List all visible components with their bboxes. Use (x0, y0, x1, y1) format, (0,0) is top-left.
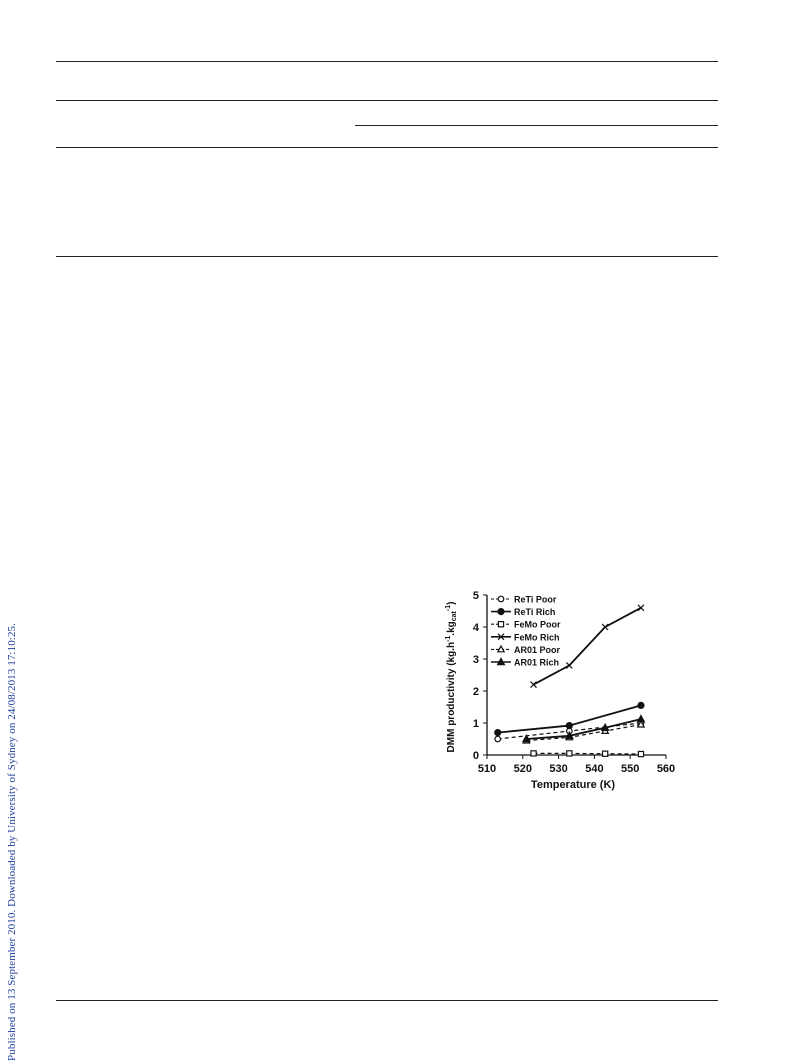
legend-marker-femo-rich (497, 633, 505, 641)
data-point-reti-rich (494, 729, 502, 737)
data-point-femo-poor (530, 750, 537, 757)
data-point-reti-rich (565, 721, 573, 730)
legend-label-ar01-rich: AR01 Rich (514, 658, 559, 668)
data-point-femo-rich (637, 604, 645, 612)
legend-marker-femo-poor (497, 620, 505, 628)
series-line-femo-poor (533, 752, 641, 755)
data-point-ar01-rich (564, 730, 574, 739)
data-point-femo-poor (601, 750, 609, 757)
y-tick-label: 5 (473, 590, 479, 602)
data-point-ar01-rich (521, 734, 531, 743)
legend-label-femo-rich: FeMo Rich (514, 632, 560, 642)
x-tick-label: 550 (621, 763, 639, 775)
y-axis-label-end: ) (446, 602, 457, 605)
data-point-ar01-poor (636, 719, 646, 728)
axis-ticks: 510 520 530 540 550 560 0 1 2 3 4 5 (473, 590, 675, 775)
legend-label-reti-rich: ReTi Rich (514, 607, 555, 617)
legend-label-ar01-poor: AR01 Poor (514, 645, 561, 655)
y-tick-label: 3 (473, 654, 479, 666)
y-axis-label-main: DMM productivity (kg.h (446, 642, 457, 753)
table-header-rule (56, 100, 718, 101)
y-axis-label-sub: cat (451, 610, 458, 621)
x-tick-label: 560 (657, 763, 675, 775)
y-tick-label: 2 (473, 686, 479, 698)
x-axis-label: Temperature (K) (531, 779, 615, 791)
y-tick-label: 0 (473, 750, 479, 762)
series-line-ar01-rich (526, 718, 642, 740)
footer-rule (56, 1000, 718, 1001)
legend-marker-reti-rich (497, 608, 505, 616)
data-point-reti-poor (494, 735, 502, 743)
x-tick-label: 510 (478, 763, 496, 775)
y-tick-label: 1 (473, 718, 479, 730)
table-subheader-rule (355, 125, 718, 126)
series-line-ar01-poor (526, 724, 642, 742)
x-tick-label: 540 (585, 763, 603, 775)
series-markers (494, 604, 646, 758)
legend: ReTi Poor ReTi Rich FeMo Poor FeMo Rich AR01… (491, 595, 561, 668)
y-axis-label-sup2: -1 (445, 605, 452, 611)
y-axis-label: DMM productivity (kg.h-1.kgcat-1) (445, 602, 458, 753)
download-watermark: Published on 13 September 2010. Download… (6, 623, 18, 1061)
legend-marker-ar01-poor (496, 644, 506, 653)
table-column-rule (56, 147, 718, 148)
data-point-femo-rich (601, 623, 609, 631)
data-point-femo-poor (566, 750, 573, 757)
table-bottom-rule (56, 256, 718, 257)
series-line-femo-rich (533, 607, 642, 686)
y-tick-label: 4 (473, 622, 480, 634)
legend-marker-ar01-rich (496, 657, 506, 666)
plot-area: 510 520 530 540 550 560 0 1 2 3 4 5 (473, 590, 675, 775)
legend-marker-reti-poor (497, 595, 505, 603)
data-point-ar01-rich (636, 714, 646, 723)
data-point-ar01-rich (600, 722, 610, 731)
legend-label-reti-poor: ReTi Poor (514, 595, 557, 605)
y-axis-label-mid: .kg (446, 621, 457, 635)
data-point-femo-poor (637, 750, 645, 758)
dmm-productivity-chart: 510 520 530 540 550 560 0 1 2 3 4 5 ReTi Poor ReTi R… (445, 590, 675, 791)
top-rule (56, 61, 718, 62)
y-axis-label-sup1: -1 (445, 636, 452, 642)
data-point-reti-rich (637, 701, 645, 710)
data-point-femo-rich (565, 661, 573, 669)
data-point-femo-rich (530, 681, 537, 689)
x-tick-label: 520 (514, 763, 532, 775)
legend-label-femo-poor: FeMo Poor (514, 620, 561, 630)
x-tick-label: 530 (549, 763, 567, 775)
